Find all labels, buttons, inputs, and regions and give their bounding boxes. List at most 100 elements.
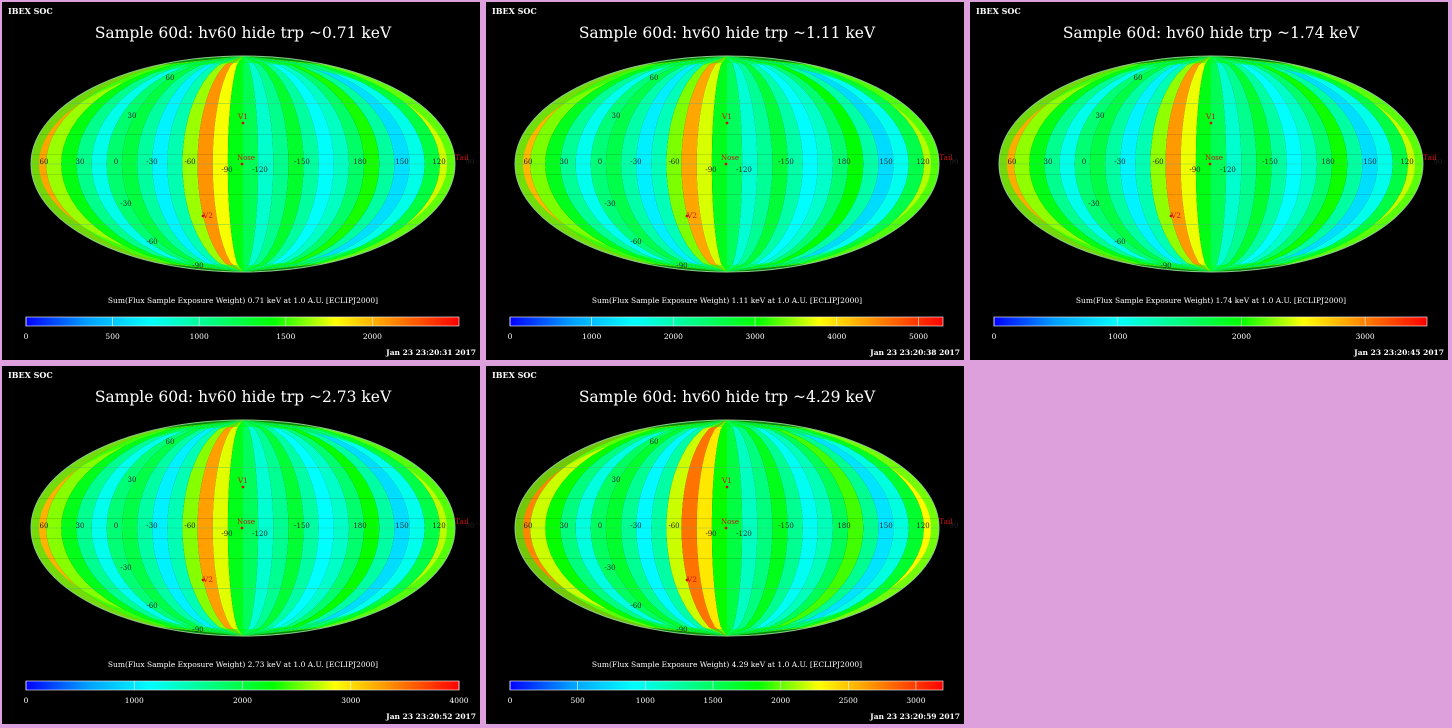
map-stripe [1211, 56, 1287, 272]
map-stripe [243, 420, 304, 636]
v1-marker [725, 121, 729, 125]
lon-label: -120 [252, 530, 268, 538]
grid-row-line [31, 538, 455, 539]
lon-label: 120 [432, 158, 445, 166]
grid-row-line [515, 498, 939, 499]
lon-label: 120 [916, 522, 929, 530]
colorbar-tick-label: 2000 [1232, 332, 1251, 341]
map-stripe [651, 56, 727, 272]
lon-label: 150 [395, 522, 408, 530]
colorbar-tick-label: 0 [992, 332, 997, 341]
map-stripe [1165, 56, 1211, 272]
colorbar-tick-label: 500 [105, 332, 120, 341]
lat-label: 30 [612, 476, 621, 484]
map-stripe [243, 56, 289, 272]
lon-label: -90 [705, 530, 716, 538]
map-stripe [1105, 56, 1211, 272]
nose-marker-label: Nose [721, 154, 739, 162]
sky-map-chart: IBEX SOC Sample 60d: hv60 hide trp ~1.11 … [492, 6, 960, 357]
map-outline [998, 55, 1424, 273]
colorbar-caption: Sum(Flux Sample Exposure Weight) 4.29 ke… [592, 660, 862, 669]
map-stripe [182, 420, 243, 636]
v2-marker-label: V2 [686, 575, 697, 584]
map-stripe [243, 56, 304, 272]
map-stripe [621, 420, 727, 636]
colorbar-tick-label: 5000 [909, 332, 928, 341]
empty-cell [969, 367, 1452, 728]
lat-label: -90 [676, 626, 687, 634]
lon-label: -30 [146, 158, 157, 166]
grid-row-line [515, 538, 939, 539]
map-stripe [243, 56, 319, 272]
tail-marker-label: Tail [939, 517, 953, 526]
lon-label: -150 [294, 158, 310, 166]
map-stripe [1211, 56, 1272, 272]
lat-label: -30 [120, 200, 131, 208]
map-stripe [727, 420, 833, 636]
grid-row-line [515, 518, 939, 519]
v2-marker [201, 578, 205, 582]
map-stripe [727, 56, 773, 272]
lon-label: 60 [1008, 158, 1017, 166]
nose-marker [724, 162, 728, 166]
map-title: Sample 60d: hv60 hide trp ~4.29 keV [579, 388, 876, 406]
colorbar-caption: Sum(Flux Sample Exposure Weight) 1.74 ke… [1076, 296, 1346, 305]
lat-label: -60 [146, 602, 157, 610]
colorbar-tick-label: 1500 [703, 696, 722, 705]
lat-label: -30 [604, 200, 615, 208]
grid-row-line [515, 194, 939, 195]
lon-label: 120 [916, 158, 929, 166]
lon-label: -30 [1114, 158, 1125, 166]
lon-label: 90 [1434, 158, 1443, 166]
tail-marker-label: Tail [455, 517, 469, 526]
lon-label: -60 [668, 158, 679, 166]
map-stripes [31, 420, 455, 636]
sky-map-chart: IBEX SOC Sample 60d: hv60 hide trp ~1.74 … [976, 6, 1444, 357]
map-stripe [727, 420, 818, 636]
v2-marker [685, 214, 689, 218]
colorbar-tick-label: 0 [24, 332, 29, 341]
sky-map-chart: IBEX SOC Sample 60d: hv60 hide trp ~2.73 … [8, 370, 476, 721]
grid-row-line [31, 154, 455, 155]
map-panel-4: IBEX SOC Sample 60d: hv60 hide trp ~2.73 … [2, 366, 480, 724]
lon-label: 30 [560, 158, 569, 166]
colorbar-tick-label: 0 [24, 696, 29, 705]
colorbar-tick-label: 0 [508, 696, 513, 705]
map-title: Sample 60d: hv60 hide trp ~2.73 keV [95, 388, 392, 406]
map-stripe [1150, 56, 1211, 272]
colorbar-tick-label: 1000 [125, 696, 144, 705]
lat-label: -60 [630, 238, 641, 246]
app-label: IBEX SOC [8, 370, 53, 380]
v2-marker [685, 578, 689, 582]
lon-label: 0 [598, 522, 602, 530]
map-stripe [152, 56, 243, 272]
map-title: Sample 60d: hv60 hide trp ~1.74 keV [1063, 24, 1360, 42]
v1-marker [241, 121, 245, 125]
map-stripe [243, 420, 319, 636]
v1-marker-label: V1 [237, 476, 248, 485]
tail-marker-label: Tail [1423, 153, 1437, 162]
v2-marker-label: V2 [202, 211, 213, 220]
map-stripe [651, 420, 727, 636]
lon-label: 150 [395, 158, 408, 166]
timestamp: Jan 23 23:20:38 2017 [869, 348, 960, 357]
app-label: IBEX SOC [8, 6, 53, 16]
lat-label: -30 [1088, 200, 1099, 208]
map-stripe [727, 56, 803, 272]
map-stripe [167, 56, 243, 272]
map-stripe [197, 56, 243, 272]
lat-label: 60 [650, 74, 659, 82]
lon-label: -90 [705, 166, 716, 174]
lon-label: 90 [950, 522, 959, 530]
v2-marker-label: V2 [686, 211, 697, 220]
map-outline [30, 419, 456, 637]
nose-marker-label: Nose [237, 518, 255, 526]
map-stripe [666, 420, 727, 636]
colorbar-tick-label: 2000 [664, 332, 683, 341]
lon-label: -150 [778, 158, 794, 166]
lon-label: 150 [879, 158, 892, 166]
v2-marker-label: V2 [202, 575, 213, 584]
colorbar [509, 680, 944, 691]
v1-marker-label: V1 [237, 112, 248, 121]
sky-map-chart: IBEX SOC Sample 60d: hv60 hide trp ~0.71 … [8, 6, 476, 357]
